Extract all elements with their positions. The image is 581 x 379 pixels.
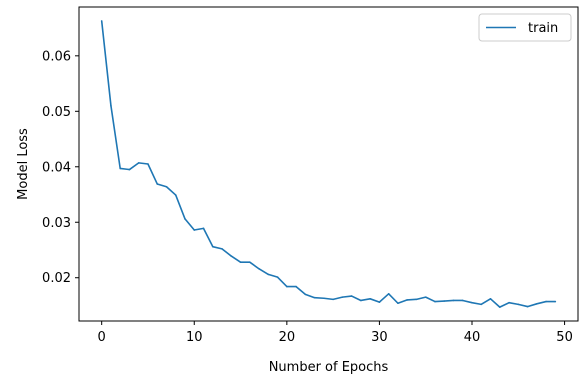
data-point [221, 248, 223, 250]
x-tick-label: 40 [464, 330, 481, 345]
data-point [341, 296, 344, 298]
data-point [517, 303, 520, 306]
x-axis-title: Number of Epochs [269, 360, 389, 375]
data-point [508, 301, 510, 304]
y-axis-title: Model Loss [16, 128, 31, 200]
data-point [137, 162, 140, 164]
data-point [489, 298, 492, 300]
data-point [406, 299, 408, 301]
y-tick-label: 0.03 [42, 216, 71, 231]
data-point [295, 285, 297, 288]
data-point [304, 293, 307, 296]
data-point [443, 300, 446, 302]
legend: train [478, 13, 572, 42]
x-tick-label: 0 [98, 330, 106, 345]
data-point [286, 285, 288, 288]
data-point [258, 268, 260, 270]
data-point [369, 298, 371, 300]
legend-box [478, 13, 572, 42]
data-point [545, 300, 547, 303]
y-tick-label: 0.02 [42, 271, 71, 286]
data-point [119, 167, 121, 170]
plot-area [100, 20, 557, 308]
plot-frame [78, 6, 579, 322]
data-point [128, 168, 131, 171]
data-point [230, 255, 233, 257]
data-point [239, 261, 242, 263]
data-point [267, 273, 270, 276]
data-point [323, 297, 325, 300]
y-tick-label: 0.06 [42, 49, 71, 64]
data-point [156, 183, 159, 185]
data-point [480, 303, 483, 306]
x-tick-label: 20 [279, 330, 296, 345]
data-point [184, 218, 186, 220]
x-tick-label: 50 [556, 330, 573, 345]
data-point [461, 299, 464, 302]
data-point [424, 296, 427, 298]
data-point [536, 303, 538, 305]
data-point [147, 163, 149, 165]
data-point [415, 298, 418, 301]
data-point [350, 295, 353, 297]
data-point [526, 305, 529, 308]
data-point [193, 229, 196, 231]
data-point [249, 261, 251, 263]
data-point [378, 301, 381, 303]
y-axis-ticks: 0.02 0.03 0.04 0.05 0.06 [42, 49, 79, 286]
data-point [332, 298, 334, 301]
data-point [165, 185, 168, 188]
data-point [452, 299, 455, 302]
data-point [100, 20, 103, 22]
data-point [471, 301, 473, 304]
y-tick-label: 0.04 [42, 160, 71, 175]
data-point [554, 300, 557, 303]
data-point [498, 306, 501, 308]
data-point [202, 227, 205, 230]
y-tick-label: 0.05 [42, 105, 71, 120]
data-point [211, 245, 214, 248]
data-point [387, 293, 390, 295]
x-tick-label: 30 [371, 330, 388, 345]
data-point [313, 296, 316, 299]
x-tick-label: 10 [186, 330, 203, 345]
data-point [110, 104, 112, 107]
data-point [434, 300, 436, 303]
x-axis-ticks: 0 10 20 30 40 50 [98, 321, 573, 345]
data-point [397, 302, 399, 305]
legend-label-train: train [528, 21, 558, 36]
data-point [360, 299, 362, 302]
data-point [276, 276, 279, 278]
series-line-train [100, 20, 556, 308]
data-point [174, 194, 177, 196]
